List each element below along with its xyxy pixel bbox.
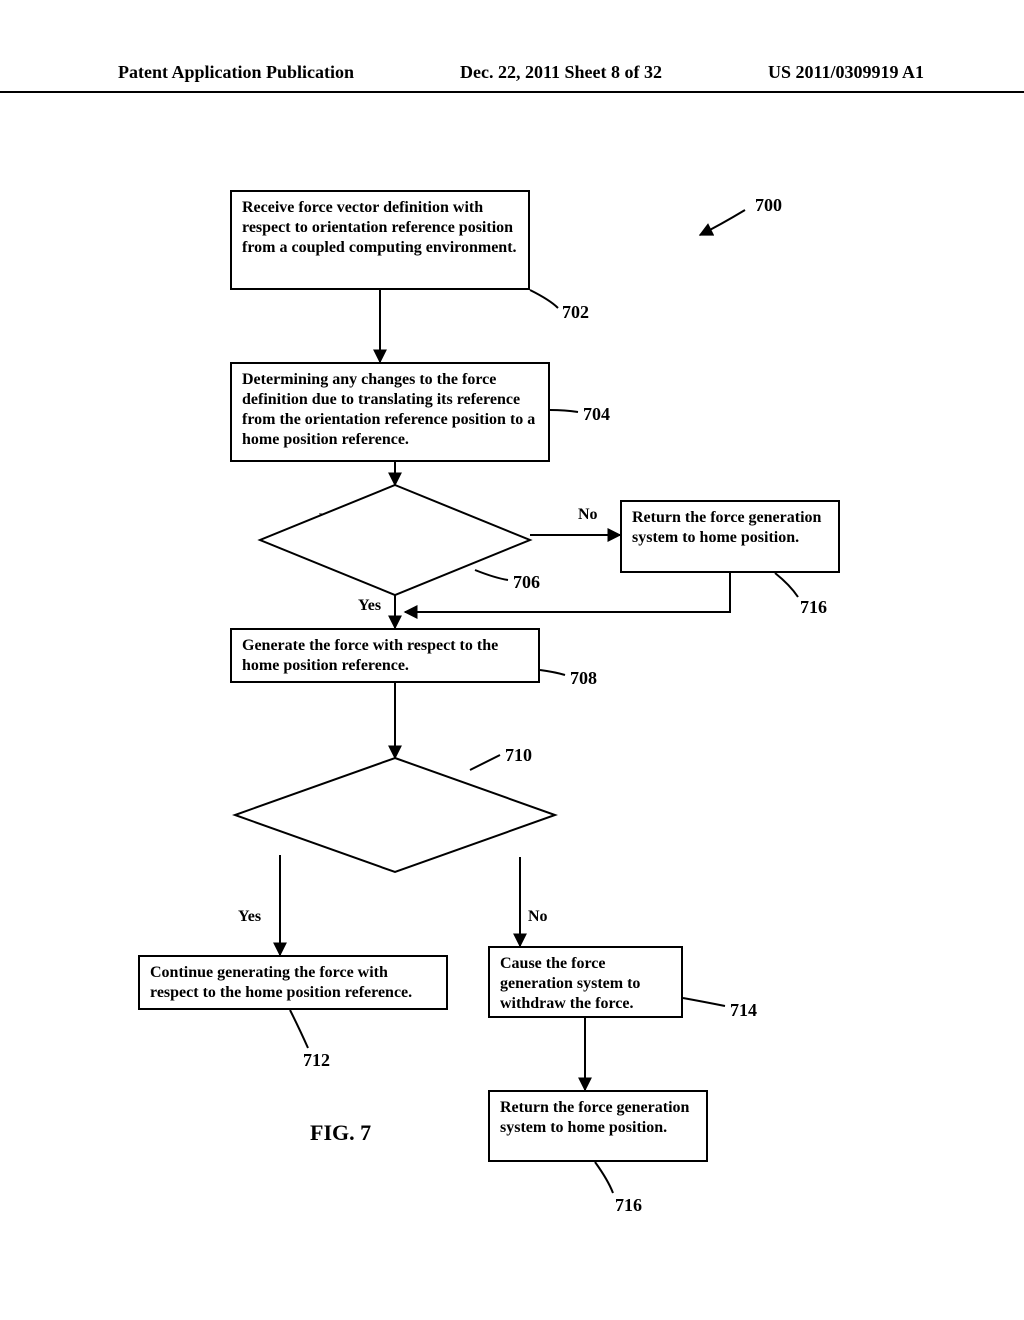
- header-left: Patent Application Publication: [118, 62, 354, 83]
- step-716-lower: Return the force generation system to ho…: [488, 1090, 708, 1162]
- edge-label-no-706: No: [578, 506, 598, 524]
- step-708: Generate the force with respect to the h…: [230, 628, 540, 683]
- step-716-upper: Return the force generation system to ho…: [620, 500, 840, 573]
- page: Patent Application Publication Dec. 22, …: [0, 0, 1024, 1320]
- ref-716a: 716: [800, 597, 827, 618]
- step-714: Cause the force generation system to wit…: [488, 946, 683, 1018]
- ref-710: 710: [505, 745, 532, 766]
- header-center: Dec. 22, 2011 Sheet 8 of 32: [460, 62, 662, 83]
- header-right: US 2011/0309919 A1: [768, 62, 924, 83]
- decision-710-text: Has force duration criteria been satisfi…: [285, 798, 505, 836]
- ref-714: 714: [730, 1000, 757, 1021]
- edge-label-yes-706: Yes: [358, 597, 381, 615]
- ref-700: 700: [755, 195, 782, 216]
- step-702: Receive force vector definition with res…: [230, 190, 530, 290]
- figure-label: FIG. 7: [310, 1120, 371, 1146]
- ref-712: 712: [303, 1050, 330, 1071]
- decision-706-text: Is the force generation system in home p…: [300, 510, 490, 548]
- ref-706: 706: [513, 572, 540, 593]
- ref-702: 702: [562, 302, 589, 323]
- step-704: Determining any changes to the force def…: [230, 362, 550, 462]
- step-712: Continue generating the force with respe…: [138, 955, 448, 1010]
- patent-header: Patent Application Publication Dec. 22, …: [0, 62, 1024, 93]
- ref-704: 704: [583, 404, 610, 425]
- edge-label-yes-710: Yes: [238, 908, 261, 926]
- edge-label-no-710: No: [528, 908, 548, 926]
- ref-716b: 716: [615, 1195, 642, 1216]
- ref-708: 708: [570, 668, 597, 689]
